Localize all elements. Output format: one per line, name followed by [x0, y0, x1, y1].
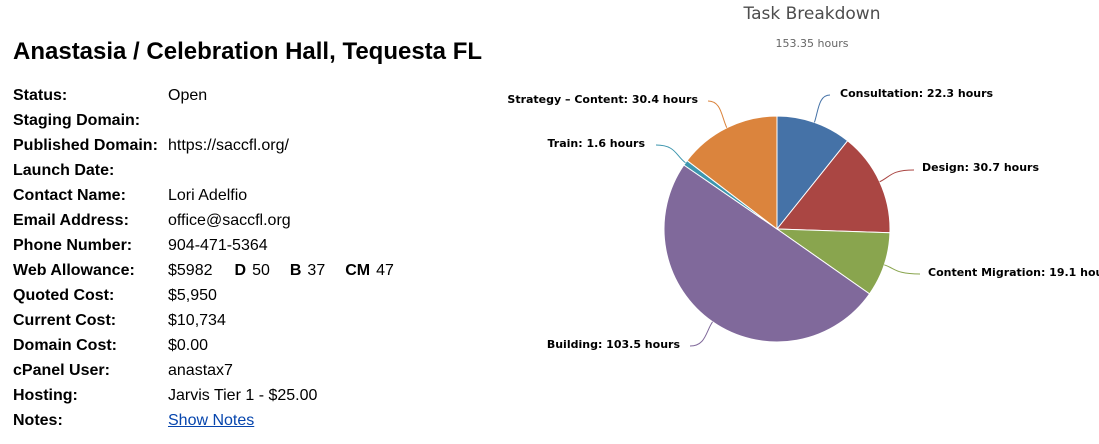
published-domain-label: Published Domain:	[13, 136, 158, 154]
pie-slices	[663, 115, 891, 343]
pie-slice-consultation[interactable]	[776, 115, 849, 231]
field-row-notes: Notes: Show Notes	[10, 408, 397, 433]
email-value: office@saccfl.org	[168, 211, 291, 229]
field-row-web-allowance: Web Allowance: $5982 D 50 B 37 CM 47	[10, 258, 397, 283]
current-cost-label: Current Cost:	[13, 311, 117, 329]
field-row-hosting: Hosting: Jarvis Tier 1 - $25.00	[10, 383, 397, 408]
field-row-quoted-cost: Quoted Cost: $5,950	[10, 283, 397, 308]
pie-connector	[707, 100, 728, 128]
hosting-value: Jarvis Tier 1 - $25.00	[168, 386, 318, 404]
pie-slice-design[interactable]	[775, 140, 891, 234]
pie-connector	[879, 169, 915, 183]
show-notes-link[interactable]: Show Notes	[168, 411, 255, 429]
launch-date-label: Launch Date:	[13, 161, 115, 179]
pie-data-label: Strategy – Content: 30.4 hours	[507, 93, 698, 106]
field-row-cpanel-user: cPanel User: anastax7	[10, 358, 397, 383]
allowance-value-d: 50	[252, 261, 270, 279]
allowance-code-d: D	[234, 261, 247, 279]
staging-domain-label: Staging Domain:	[13, 111, 141, 129]
published-domain-value: https://saccfl.org/	[168, 136, 289, 154]
field-row-domain-cost: Domain Cost: $0.00	[10, 333, 397, 358]
staging-domain-value	[165, 108, 397, 133]
current-cost-value: $10,734	[168, 311, 226, 329]
pie-connector	[655, 144, 686, 164]
allowance-code-b: B	[289, 261, 302, 279]
allowance-value-b: 37	[307, 261, 326, 279]
field-row-status: Status: Open	[10, 83, 397, 108]
allowance-value-cm: 47	[376, 261, 394, 279]
field-row-email: Email Address: office@saccfl.org	[10, 208, 397, 233]
notes-label: Notes:	[13, 411, 63, 429]
cpanel-user-label: cPanel User:	[13, 361, 110, 379]
domain-cost-value: $0.00	[168, 336, 209, 354]
web-allowance-label: Web Allowance:	[13, 261, 135, 279]
pie-connectors	[655, 94, 921, 347]
pie-data-label: Design: 30.7 hours	[922, 161, 1039, 174]
pie-data-label: Building: 103.5 hours	[547, 338, 681, 351]
status-label: Status:	[13, 86, 68, 104]
pie-data-label: Consultation: 22.3 hours	[840, 87, 994, 100]
pie-connector	[813, 94, 831, 123]
field-row-published-domain: Published Domain: https://saccfl.org/	[10, 133, 397, 158]
contact-name-label: Contact Name:	[13, 186, 126, 204]
pie-data-label: Content Migration: 19.1 hours	[928, 266, 1099, 279]
field-row-staging-domain: Staging Domain:	[10, 108, 397, 133]
phone-value: 904-471-5364	[168, 236, 268, 254]
pie-data-label: Train: 1.6 hours	[548, 137, 646, 150]
allowance-code-cm: CM	[345, 261, 371, 279]
launch-date-value	[165, 158, 397, 183]
field-row-contact-name: Contact Name: Lori Adelfio	[10, 183, 397, 208]
pie-labels: Consultation: 22.3 hours Design: 30.7 hou…	[507, 87, 1099, 351]
domain-cost-label: Domain Cost:	[13, 336, 117, 354]
quoted-cost-value: $5,950	[168, 286, 217, 304]
chart-title: Task Breakdown	[743, 4, 881, 24]
hosting-label: Hosting:	[13, 386, 78, 404]
quoted-cost-label: Quoted Cost:	[13, 286, 115, 304]
chart-subtitle: 153.35 hours	[776, 37, 849, 50]
field-row-launch-date: Launch Date:	[10, 158, 397, 183]
field-row-phone: Phone Number: 904-471-5364	[10, 233, 397, 258]
cpanel-user-value: anastax7	[168, 361, 233, 379]
status-value: Open	[168, 86, 208, 104]
web-allowance-amount: $5982	[168, 261, 213, 279]
field-row-current-cost: Current Cost: $10,734	[10, 308, 397, 333]
web-allowance-value: $5982 D 50 B 37 CM 47	[165, 258, 397, 283]
contact-name-value: Lori Adelfio	[168, 186, 248, 204]
pie-connector	[884, 264, 921, 275]
email-label: Email Address:	[13, 211, 129, 229]
notes-cell: Show Notes	[165, 408, 397, 433]
page-title: Anastasia / Celebration Hall, Tequesta F…	[13, 38, 483, 65]
project-details-table: Status: Open Staging Domain: Published D…	[10, 83, 397, 433]
pie-connector	[689, 321, 713, 347]
task-breakdown-chart: Task Breakdown 153.35 hours Consultation…	[507, 4, 1099, 351]
phone-label: Phone Number:	[13, 236, 133, 254]
